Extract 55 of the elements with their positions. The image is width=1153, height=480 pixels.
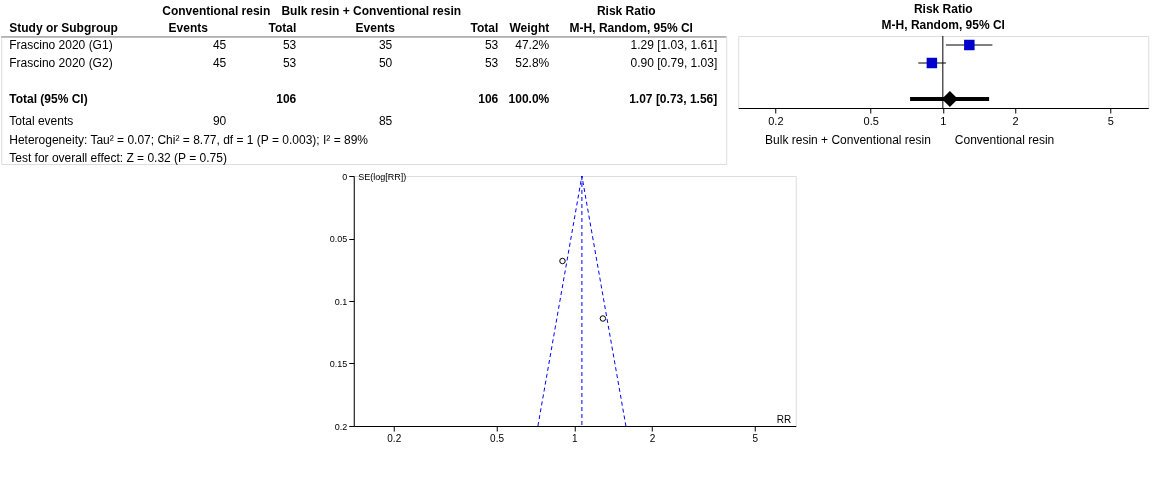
text: 1.07 [0.73, 1.56] [629, 92, 718, 106]
text: Conventional resin [162, 4, 271, 18]
text: 106 [276, 92, 297, 106]
text: Conventional resin [954, 133, 1055, 147]
y-tick-label: 0.15 [329, 359, 348, 369]
x-axis-title: RR [776, 413, 792, 425]
text: 100.0% [508, 92, 550, 106]
chart-subtitle: M-H, Random, 95% CI [881, 17, 1005, 32]
text: Risk Ratio [596, 4, 656, 18]
x-tick-label: 1 [572, 432, 579, 444]
text: Total [470, 21, 499, 35]
text: 0.90 [0.79, 1.03] [630, 56, 718, 70]
text: Test for overall effect: Z = 0.32 (P = 0.75) [9, 151, 227, 165]
text: 35 [378, 38, 393, 52]
category-label: Frascino 2020 (G2) [9, 56, 113, 70]
y-tick-label: 0.2 [334, 421, 348, 432]
text: Bulk resin + Conventional resin [281, 4, 462, 18]
text: 50 [378, 56, 393, 70]
y-tick-label: 0.05 [329, 234, 348, 244]
x-tick-label: 2 [1012, 114, 1019, 127]
y-axis-title: SE(log[RR]) [358, 171, 407, 182]
x-tick-label: 0.2 [768, 114, 784, 127]
text: 47.2% [515, 38, 550, 52]
text: Heterogeneity: Tau² = 0.07; Chi² = 8.77, df = 1 (P = 0.003); I² = 89% [9, 133, 369, 147]
text: Events [168, 21, 209, 35]
text: 52.8% [515, 56, 550, 70]
text: 90 [212, 114, 227, 128]
text: Weight [509, 21, 550, 35]
x-tick-label: 1 [940, 114, 947, 127]
x-tick-label: 0.5 [490, 432, 505, 444]
category-label: Frascino 2020 (G1) [9, 38, 113, 52]
text: 53 [484, 38, 499, 52]
x-tick-label: 2 [649, 432, 656, 444]
x-tick-label: 0.2 [387, 432, 402, 444]
text: 106 [478, 92, 499, 106]
category-label: Total (95% CI) [9, 92, 88, 106]
text: 1.29 [1.03, 1.61] [630, 38, 718, 52]
x-tick-label: 5 [752, 432, 759, 444]
text: Study or Subgroup [9, 21, 118, 35]
text: 45 [212, 38, 227, 52]
x-tick-label: 0.5 [863, 114, 879, 127]
text: 53 [484, 56, 499, 70]
text: M-H, Random, 95% CI [569, 21, 693, 35]
text: 53 [282, 38, 297, 52]
text: Total [268, 21, 297, 35]
text: 85 [378, 114, 393, 128]
text: 53 [282, 56, 297, 70]
x-tick-label: 5 [1107, 114, 1114, 127]
text: Bulk resin + Conventional resin [765, 133, 931, 147]
text: Total events [9, 114, 74, 128]
y-tick-label: 0 [342, 171, 348, 182]
chart-title: Risk Ratio [913, 1, 973, 16]
text: 45 [212, 56, 227, 70]
text: Events [355, 21, 396, 35]
y-tick-label: 0.1 [334, 296, 348, 307]
